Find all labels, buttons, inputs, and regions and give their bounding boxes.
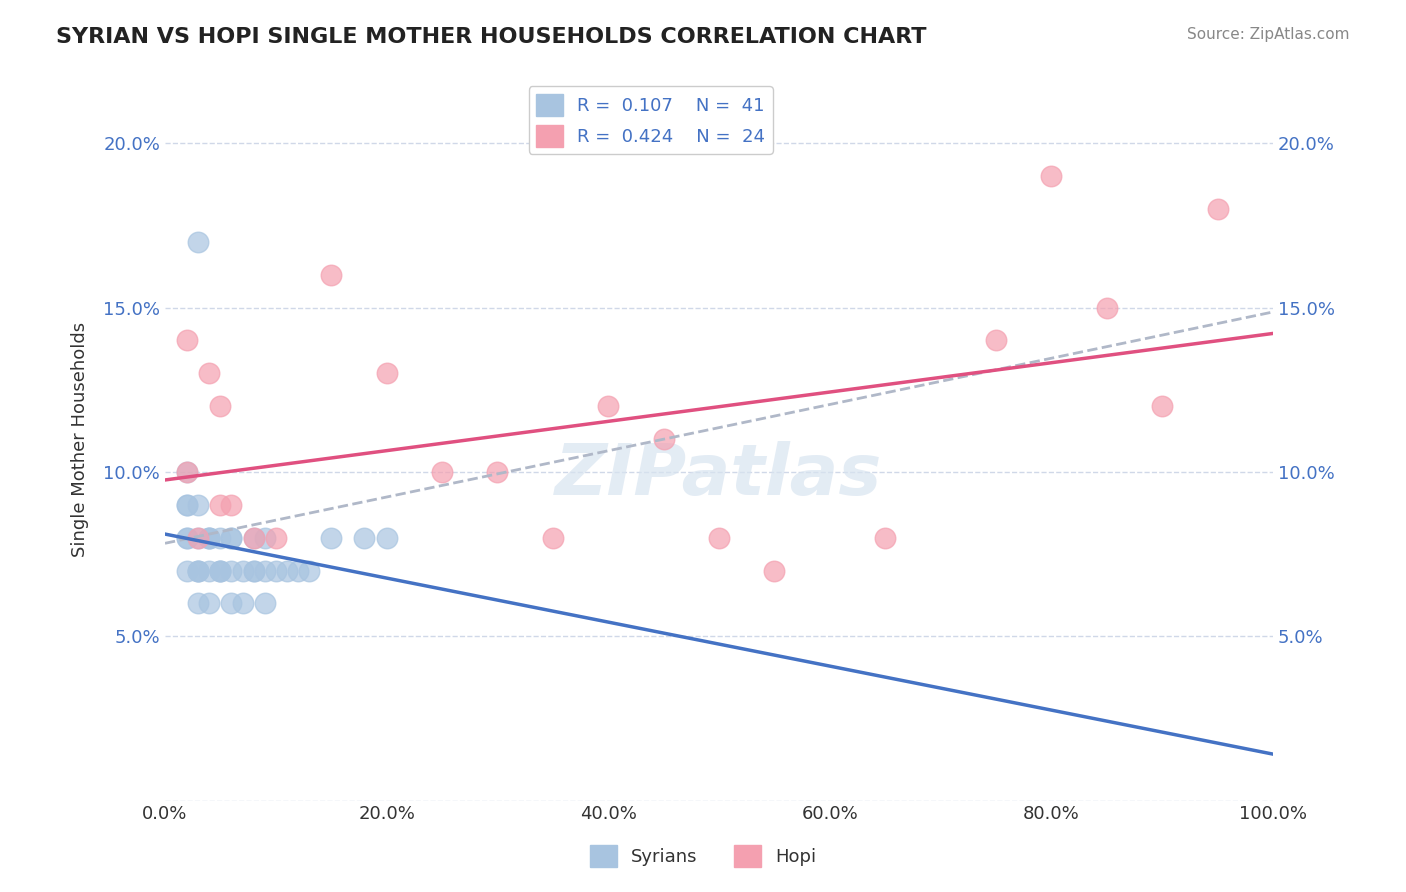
Point <box>984 334 1007 348</box>
Point <box>430 465 453 479</box>
Point <box>486 465 509 479</box>
Point <box>276 564 298 578</box>
Point <box>209 564 232 578</box>
Point <box>221 596 243 610</box>
Point <box>176 498 198 512</box>
Point <box>198 531 221 545</box>
Point <box>176 334 198 348</box>
Point <box>242 531 264 545</box>
Point <box>242 564 264 578</box>
Point <box>187 498 209 512</box>
Point <box>1040 169 1063 183</box>
Point <box>221 498 243 512</box>
Point <box>287 564 309 578</box>
Point <box>375 366 398 380</box>
Point <box>253 531 276 545</box>
Text: ZIPatlas: ZIPatlas <box>555 441 883 509</box>
Point <box>187 531 209 545</box>
Point <box>253 596 276 610</box>
Point <box>187 564 209 578</box>
Point <box>298 564 321 578</box>
Point <box>321 268 343 282</box>
Point <box>221 564 243 578</box>
Point <box>187 596 209 610</box>
Point <box>209 564 232 578</box>
Point <box>242 531 264 545</box>
Point <box>1095 301 1118 315</box>
Point <box>264 531 287 545</box>
Point <box>1152 399 1174 413</box>
Point <box>187 235 209 249</box>
Point <box>198 531 221 545</box>
Text: SYRIAN VS HOPI SINGLE MOTHER HOUSEHOLDS CORRELATION CHART: SYRIAN VS HOPI SINGLE MOTHER HOUSEHOLDS … <box>56 27 927 46</box>
Point <box>321 531 343 545</box>
Point <box>198 366 221 380</box>
Point <box>198 531 221 545</box>
Point <box>176 498 198 512</box>
Point <box>598 399 620 413</box>
Point <box>375 531 398 545</box>
Point <box>187 531 209 545</box>
Point <box>176 465 198 479</box>
Point <box>253 564 276 578</box>
Point <box>176 531 198 545</box>
Point <box>187 564 209 578</box>
Text: Source: ZipAtlas.com: Source: ZipAtlas.com <box>1187 27 1350 42</box>
Legend: R =  0.107    N =  41, R =  0.424    N =  24: R = 0.107 N = 41, R = 0.424 N = 24 <box>529 87 772 154</box>
Point <box>1206 202 1229 216</box>
Point <box>209 498 232 512</box>
Point <box>176 564 198 578</box>
Point <box>541 531 564 545</box>
Point <box>221 531 243 545</box>
Point <box>763 564 786 578</box>
Point <box>176 465 198 479</box>
Point <box>264 564 287 578</box>
Legend: Syrians, Hopi: Syrians, Hopi <box>582 838 824 874</box>
Point <box>209 564 232 578</box>
Point <box>875 531 897 545</box>
Point <box>707 531 730 545</box>
Point <box>209 399 232 413</box>
Point <box>232 596 254 610</box>
Point <box>198 596 221 610</box>
Point <box>209 531 232 545</box>
Y-axis label: Single Mother Households: Single Mother Households <box>72 321 89 557</box>
Point <box>652 432 675 446</box>
Point <box>221 531 243 545</box>
Point <box>232 564 254 578</box>
Point <box>353 531 375 545</box>
Point <box>242 564 264 578</box>
Point <box>198 564 221 578</box>
Point <box>176 531 198 545</box>
Point <box>187 564 209 578</box>
